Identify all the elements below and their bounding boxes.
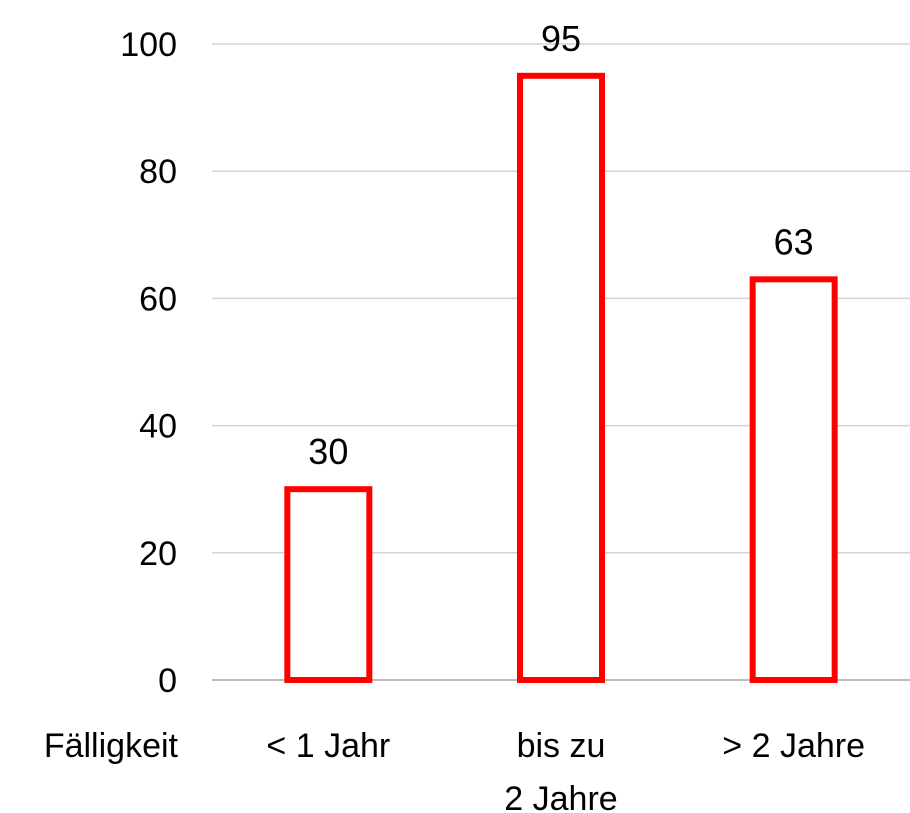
bar-value-label: 95 [541,18,581,59]
bars [284,72,838,684]
y-tick-label: 60 [139,280,177,318]
y-tick-label: 0 [158,662,177,700]
x-category-label: > 2 Jahre [722,727,865,765]
y-tick-label: 40 [139,408,177,446]
row-label-faelligkeit: Fälligkeit [44,727,179,765]
bar [749,276,838,683]
x-category-label: < 1 Jahr [266,727,390,765]
x-axis-categories: < 1 Jahr bis zu 2 Jahre > 2 Jahre [266,727,865,813]
x-category-label: bis zu [517,727,606,765]
bar-value-label: 30 [308,431,348,472]
y-tick-label: 80 [139,153,177,191]
value-labels: 30 95 63 [308,18,813,472]
y-tick-label: 20 [139,535,177,573]
y-tick-label: 100 [120,26,177,64]
y-axis-ticks: 0 20 40 60 80 100 [120,26,177,700]
bar-value-label: 63 [774,221,814,262]
bar [284,486,373,684]
x-category-label: 2 Jahre [504,780,617,813]
bar [517,72,605,684]
